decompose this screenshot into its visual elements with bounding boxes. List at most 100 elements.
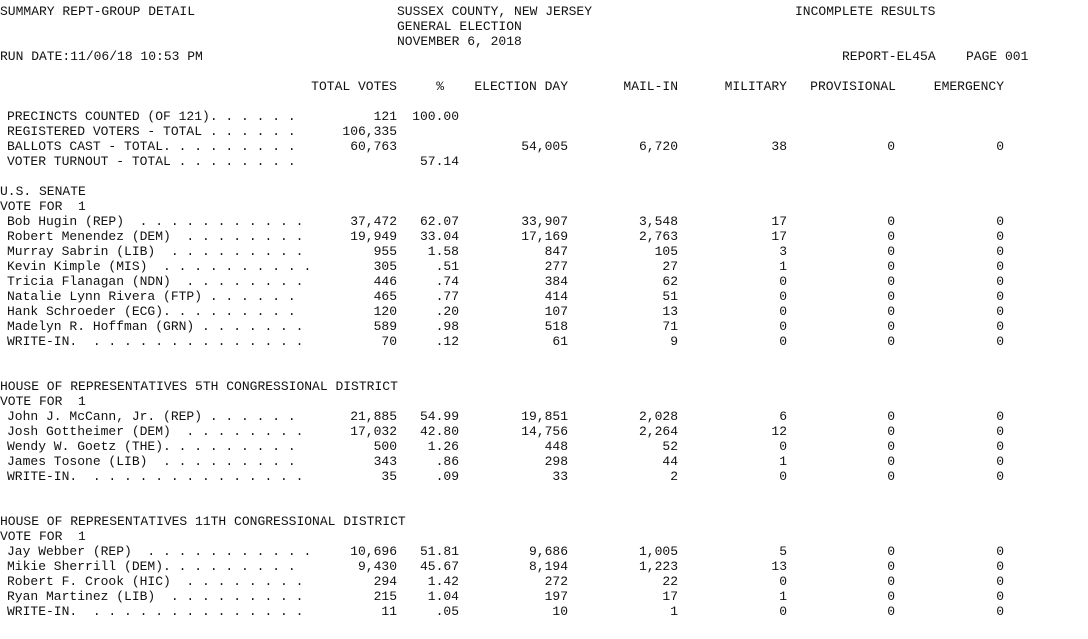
row-value: 12	[771, 424, 787, 439]
row-value: 13	[771, 559, 787, 574]
row-label: Natalie Lynn Rivera (FTP) . . . . . .	[7, 289, 296, 304]
row-label: WRITE-IN. . . . . . . . . . . . . . .	[7, 469, 304, 484]
row-value: 0	[887, 409, 895, 424]
row-value: .09	[435, 469, 459, 484]
row-value: 33.04	[419, 229, 459, 244]
row-value: 45.67	[419, 559, 459, 574]
row-value: 0	[996, 544, 1004, 559]
row-value: 0	[779, 439, 787, 454]
row-value: 1	[779, 259, 787, 274]
county-heading: GENERAL ELECTION	[397, 19, 522, 34]
row-value: 0	[996, 424, 1004, 439]
row-value: 0	[887, 574, 895, 589]
row-value: 0	[887, 559, 895, 574]
row-label: Madelyn R. Hoffman (GRN) . . . . . . .	[7, 319, 304, 334]
row-value: 1.42	[427, 574, 459, 589]
row-value: .05	[435, 604, 459, 619]
row-value: 2	[670, 469, 678, 484]
race-title: U.S. SENATE	[0, 184, 86, 199]
row-label: Robert F. Crook (HIC) . . . . . . . .	[7, 574, 304, 589]
row-value: 0	[996, 289, 1004, 304]
vote-for: VOTE FOR 1	[0, 199, 86, 214]
row-value: 0	[887, 454, 895, 469]
row-value: 17	[771, 229, 787, 244]
run-date: RUN DATE:11/06/18 10:53 PM	[0, 49, 203, 64]
column-header: EMERGENCY	[933, 79, 1004, 94]
row-value: 11	[381, 604, 397, 619]
row-value: 17	[662, 589, 678, 604]
row-value: 0	[996, 589, 1004, 604]
row-value: .86	[435, 454, 459, 469]
row-value: .12	[435, 334, 459, 349]
row-value: 446	[373, 274, 397, 289]
row-value: 1	[670, 604, 678, 619]
row-value: 1	[779, 589, 787, 604]
row-value: 51	[662, 289, 678, 304]
row-value: 9,686	[528, 544, 568, 559]
row-value: 35	[381, 469, 397, 484]
row-value: 0	[996, 409, 1004, 424]
row-value: 294	[373, 574, 397, 589]
row-value: 107	[544, 304, 568, 319]
row-value: 10	[552, 604, 568, 619]
county-heading: NOVEMBER 6, 2018	[397, 34, 522, 49]
row-value: 0	[996, 139, 1004, 154]
row-value: 847	[544, 244, 568, 259]
race-title: HOUSE OF REPRESENTATIVES 5TH CONGRESSION…	[0, 379, 398, 394]
row-value: 17,169	[521, 229, 568, 244]
row-value: 2,763	[638, 229, 678, 244]
row-value: 0	[887, 319, 895, 334]
row-value: 0	[887, 214, 895, 229]
row-value: .74	[435, 274, 459, 289]
row-value: 33,907	[521, 214, 568, 229]
row-value: 0	[996, 469, 1004, 484]
row-value: 6,720	[638, 139, 678, 154]
column-header: ELECTION DAY	[474, 79, 568, 94]
race-title: HOUSE OF REPRESENTATIVES 11TH CONGRESSIO…	[0, 514, 406, 529]
row-value: 0	[996, 334, 1004, 349]
row-label: Murray Sabrin (LIB) . . . . . . . . .	[7, 244, 304, 259]
row-value: 0	[996, 229, 1004, 244]
row-value: 13	[662, 304, 678, 319]
row-value: 9	[670, 334, 678, 349]
row-value: 52	[662, 439, 678, 454]
row-value: 0	[779, 304, 787, 319]
row-value: 10,696	[350, 544, 397, 559]
row-value: 589	[373, 319, 397, 334]
row-value: 0	[996, 454, 1004, 469]
row-value: 0	[779, 274, 787, 289]
row-value: 0	[887, 604, 895, 619]
county-heading: SUSSEX COUNTY, NEW JERSEY	[397, 4, 593, 19]
row-value: 0	[996, 604, 1004, 619]
row-value: 54.99	[419, 409, 459, 424]
row-value: 0	[996, 439, 1004, 454]
row-value: 62.07	[419, 214, 459, 229]
row-value: 0	[779, 289, 787, 304]
column-header: MAIL-IN	[623, 79, 678, 94]
row-label: John J. McCann, Jr. (REP) . . . . . .	[7, 409, 296, 424]
row-value: 62	[662, 274, 678, 289]
row-value: 518	[544, 319, 568, 334]
row-value: 37,472	[350, 214, 397, 229]
row-value: 1.04	[427, 589, 459, 604]
row-value: 0	[887, 229, 895, 244]
row-label: Mikie Sherrill (DEM). . . . . . . . .	[7, 559, 296, 574]
row-value: .20	[435, 304, 459, 319]
row-value: 0	[887, 259, 895, 274]
row-value: .77	[435, 289, 459, 304]
page-number: PAGE 001	[966, 49, 1029, 64]
row-value: 33	[552, 469, 568, 484]
row-value: 2,264	[638, 424, 678, 439]
column-header: PROVISIONAL	[810, 79, 896, 94]
row-value: 27	[662, 259, 678, 274]
row-value: 106,335	[342, 124, 397, 139]
row-value: 500	[373, 439, 397, 454]
row-value: 60,763	[350, 139, 397, 154]
row-value: 215	[373, 589, 397, 604]
row-value: 0	[887, 274, 895, 289]
row-value: 0	[779, 574, 787, 589]
row-value: 0	[779, 334, 787, 349]
row-value: 42.80	[419, 424, 459, 439]
row-label: Kevin Kimple (MIS) . . . . . . . . . .	[7, 259, 312, 274]
